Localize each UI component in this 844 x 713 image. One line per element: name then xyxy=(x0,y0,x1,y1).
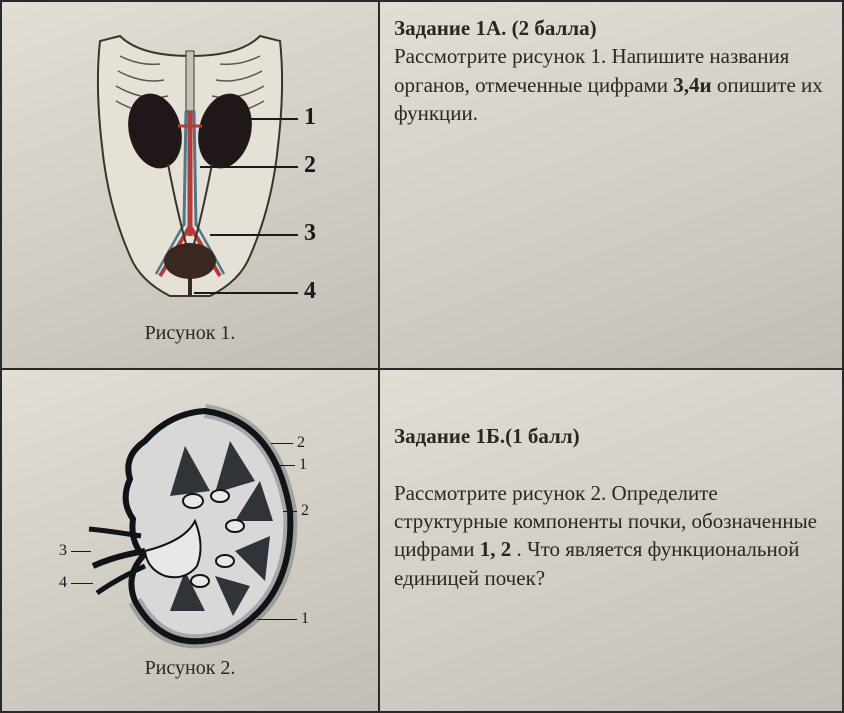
label-r1a: 1 xyxy=(299,456,307,474)
label-4: 4 xyxy=(304,278,316,305)
cell-task-1a: Задание 1А. (2 балла) Рассмотрите рисуно… xyxy=(380,0,844,370)
task-1a-text: Задание 1А. (2 балла) Рассмотрите рисуно… xyxy=(394,14,828,127)
lead-3 xyxy=(210,234,298,236)
label-l4: 4 xyxy=(59,574,67,592)
figure-1-wrap: 1 2 3 4 Рисунок 1. xyxy=(16,14,364,356)
urinary-system-svg xyxy=(60,26,320,316)
task-1a-nums: 3,4и xyxy=(673,73,711,97)
worksheet-grid: 1 2 3 4 Рисунок 1. Задание 1А. (2 балла)… xyxy=(0,0,844,713)
label-r2a: 2 xyxy=(297,434,305,452)
cell-figure-1: 1 2 3 4 Рисунок 1. xyxy=(0,0,380,370)
label-l3: 3 xyxy=(59,542,67,560)
task-1a-title: Задание 1А. (2 балла) xyxy=(394,16,597,40)
lead-l3 xyxy=(71,551,91,552)
lead-4 xyxy=(194,292,298,294)
figure-2: 2 1 2 1 3 4 xyxy=(75,401,305,651)
figure-2-caption: Рисунок 2. xyxy=(145,657,236,680)
kidney-section-svg xyxy=(75,401,305,651)
label-2: 2 xyxy=(304,152,316,179)
label-1: 1 xyxy=(304,104,316,131)
lead-2 xyxy=(200,166,298,168)
task-1b-title: Задание 1Б.(1 балл) xyxy=(394,424,580,448)
task-1b-text: Задание 1Б.(1 балл) Рассмотрите рисунок … xyxy=(394,422,828,592)
label-r1b: 1 xyxy=(301,610,309,628)
task-1b-nums: 1, 2 xyxy=(480,537,512,561)
figure-1: 1 2 3 4 xyxy=(60,26,320,316)
lead-1 xyxy=(238,118,298,120)
lead-r2b xyxy=(283,511,297,512)
cell-task-1b: Задание 1Б.(1 балл) Рассмотрите рисунок … xyxy=(380,370,844,713)
label-r2b: 2 xyxy=(301,502,309,520)
label-3: 3 xyxy=(304,220,316,247)
lead-r2a xyxy=(271,443,293,444)
lead-l4 xyxy=(71,583,93,584)
figure-2-wrap: 2 1 2 1 3 4 Рисунок 2. xyxy=(16,382,364,699)
cell-figure-2: 2 1 2 1 3 4 Рисунок 2. xyxy=(0,370,380,713)
lead-r1b xyxy=(257,619,297,620)
lead-r1a xyxy=(279,465,295,466)
figure-1-caption: Рисунок 1. xyxy=(145,322,236,345)
